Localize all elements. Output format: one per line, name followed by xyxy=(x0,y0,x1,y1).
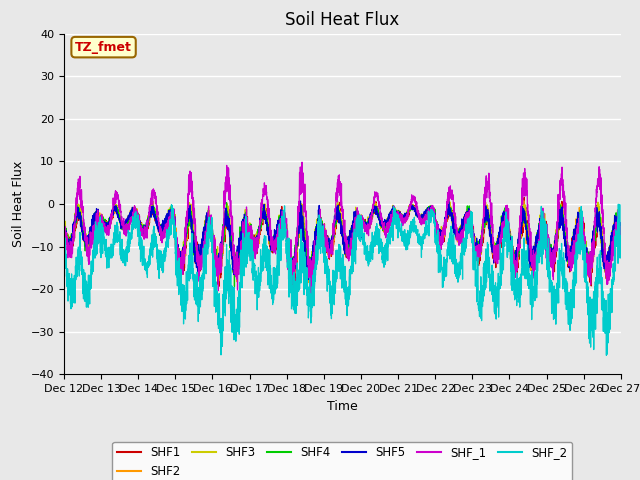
SHF5 xyxy=(233,249,241,255)
SHF1 xyxy=(95,216,103,221)
SHF2 xyxy=(126,216,134,221)
SHF_2 xyxy=(445,245,452,251)
SHF_1 xyxy=(298,159,306,165)
SHF3 xyxy=(234,252,241,257)
SHF4 xyxy=(445,208,453,214)
SHF3 xyxy=(490,239,498,245)
SHF_2 xyxy=(617,233,625,239)
Title: Soil Heat Flux: Soil Heat Flux xyxy=(285,11,399,29)
SHF5 xyxy=(490,250,498,255)
SHF_2 xyxy=(127,232,135,238)
SHF4 xyxy=(126,214,134,220)
SHF3 xyxy=(95,218,103,224)
SHF2 xyxy=(520,198,527,204)
SHF3 xyxy=(127,213,135,219)
SHF2 xyxy=(617,224,625,230)
SHF_1 xyxy=(307,292,315,298)
SHF3 xyxy=(214,276,222,282)
SHF4 xyxy=(234,255,241,261)
SHF_2 xyxy=(233,317,241,323)
Line: SHF3: SHF3 xyxy=(64,201,621,279)
SHF1 xyxy=(60,223,68,228)
SHF_1 xyxy=(490,257,498,263)
SHF4 xyxy=(223,200,230,205)
Line: SHF4: SHF4 xyxy=(64,203,621,287)
SHF1 xyxy=(127,213,135,219)
SHF3 xyxy=(617,233,625,239)
SHF5 xyxy=(617,220,625,226)
SHF2 xyxy=(127,213,135,219)
SHF5 xyxy=(60,229,68,235)
SHF_2 xyxy=(95,235,103,240)
SHF1 xyxy=(126,215,134,220)
SHF5 xyxy=(445,206,453,212)
SHF5 xyxy=(95,219,103,225)
Line: SHF2: SHF2 xyxy=(64,201,621,283)
SHF_1 xyxy=(126,221,134,227)
SHF2 xyxy=(233,268,241,274)
SHF_1 xyxy=(617,224,625,229)
SHF2 xyxy=(307,280,314,286)
SHF2 xyxy=(60,224,68,230)
Y-axis label: Soil Heat Flux: Soil Heat Flux xyxy=(12,161,25,247)
Line: SHF5: SHF5 xyxy=(64,201,621,283)
Line: SHF_2: SHF_2 xyxy=(64,204,621,355)
SHF3 xyxy=(445,205,453,211)
SHF1 xyxy=(490,248,498,254)
SHF1 xyxy=(445,208,452,214)
Line: SHF_1: SHF_1 xyxy=(64,162,621,295)
SHF1 xyxy=(216,283,223,289)
SHF4 xyxy=(490,248,498,253)
SHF3 xyxy=(60,218,68,224)
SHF4 xyxy=(617,236,625,241)
SHF_1 xyxy=(60,222,68,228)
SHF_1 xyxy=(233,249,241,255)
X-axis label: Time: Time xyxy=(327,400,358,413)
SHF_1 xyxy=(95,228,103,234)
SHF4 xyxy=(230,284,238,289)
SHF2 xyxy=(445,207,452,213)
SHF_2 xyxy=(60,241,68,247)
SHF5 xyxy=(289,280,297,286)
SHF4 xyxy=(127,207,135,213)
SHF4 xyxy=(95,218,103,224)
Text: TZ_fmet: TZ_fmet xyxy=(75,41,132,54)
SHF_2 xyxy=(490,298,498,304)
Legend: SHF1, SHF2, SHF3, SHF4, SHF5, SHF_1, SHF_2: SHF1, SHF2, SHF3, SHF4, SHF5, SHF_1, SHF… xyxy=(113,442,572,480)
SHF2 xyxy=(95,224,103,229)
SHF4 xyxy=(60,227,68,233)
SHF_1 xyxy=(127,217,135,223)
SHF_2 xyxy=(614,201,622,207)
SHF5 xyxy=(126,211,134,217)
SHF5 xyxy=(127,214,135,219)
Line: SHF1: SHF1 xyxy=(64,198,621,286)
SHF_2 xyxy=(126,237,134,242)
SHF1 xyxy=(617,230,625,236)
SHF_1 xyxy=(445,190,453,195)
SHF1 xyxy=(520,195,528,201)
SHF5 xyxy=(297,198,305,204)
SHF2 xyxy=(490,251,498,257)
SHF_2 xyxy=(603,352,611,358)
SHF3 xyxy=(111,198,119,204)
SHF3 xyxy=(127,212,134,217)
SHF1 xyxy=(234,263,241,269)
